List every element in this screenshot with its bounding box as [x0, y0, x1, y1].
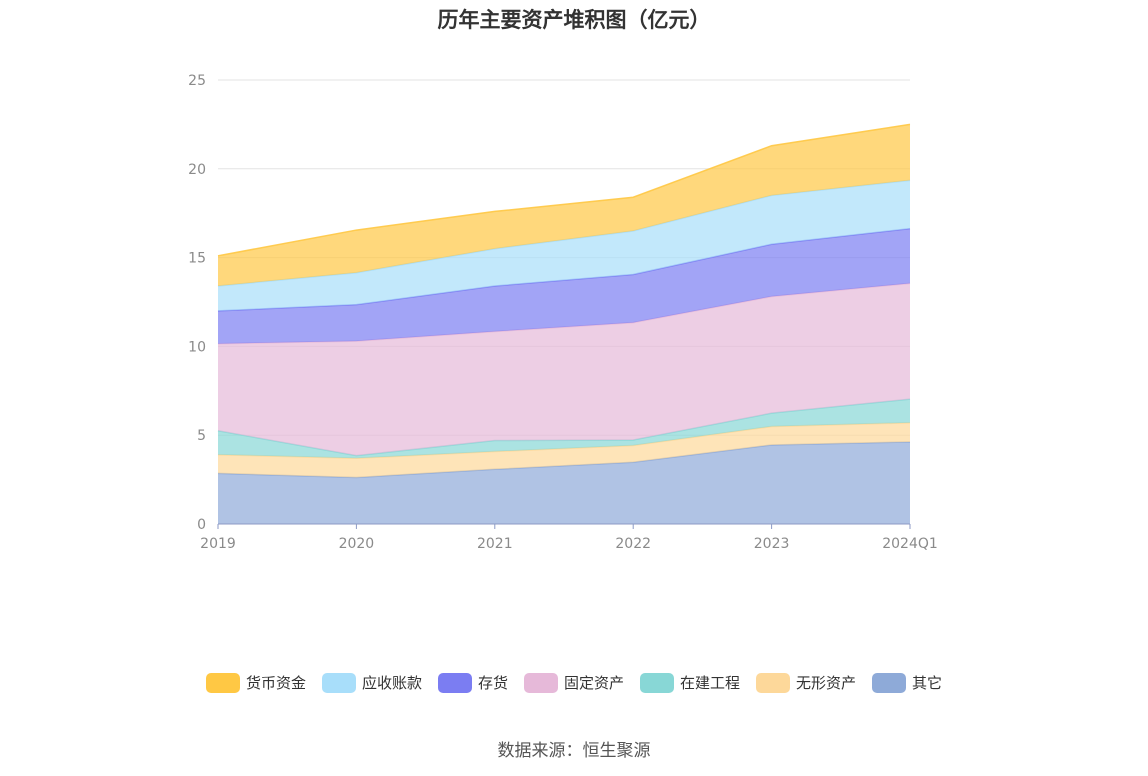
- legend-swatch: [437, 672, 472, 693]
- x-tick-label: 2024Q1: [882, 536, 938, 552]
- legend-swatch: [756, 672, 791, 693]
- area-其它: [218, 441, 910, 524]
- legend-item[interactable]: 存货: [437, 672, 508, 693]
- legend-label: 固定资产: [563, 674, 624, 692]
- x-tick-label: 2020: [339, 536, 375, 552]
- legend-label: 其它: [912, 674, 943, 692]
- legend-swatch: [321, 672, 356, 693]
- area-货币资金: [218, 124, 910, 287]
- y-tick-label: 10: [188, 339, 206, 355]
- y-tick-label: 25: [188, 73, 206, 89]
- legend-label: 货币资金: [245, 674, 306, 692]
- legend-item[interactable]: 无形资产: [756, 672, 856, 693]
- axis-layer: 0 5 10 15 20 25 2019 2020 2021 2022 2023 2024Q1: [188, 73, 938, 552]
- legend-item[interactable]: 在建工程: [640, 672, 740, 693]
- legend-item[interactable]: 其它: [872, 672, 942, 693]
- y-tick-label: 0: [197, 517, 206, 533]
- legend-label: 无形资产: [796, 674, 857, 692]
- area-应收账款: [218, 180, 910, 311]
- legend-swatch: [640, 672, 674, 693]
- chart-title: 历年主要资产堆积图（亿元）: [437, 8, 711, 32]
- area-在建工程: [218, 399, 910, 459]
- data-source-note: 数据来源：恒生聚源: [497, 741, 651, 761]
- legend-label: 在建工程: [680, 674, 741, 692]
- legend-label: 存货: [477, 674, 508, 692]
- area-edge-货币资金: [217, 123, 911, 257]
- area-layer: [217, 123, 911, 524]
- y-tick-label: 20: [188, 162, 206, 178]
- x-tick-label: 2023: [754, 536, 790, 552]
- legend-swatch: [205, 672, 240, 693]
- legend-swatch: [523, 672, 558, 693]
- x-tick-label: 2019: [200, 536, 236, 552]
- area-存货: [218, 228, 910, 344]
- y-tick-label: 15: [188, 251, 206, 267]
- area-固定资产: [218, 283, 910, 456]
- area-无形资产: [218, 422, 910, 478]
- x-tick-label: 2021: [477, 536, 513, 552]
- legend-item[interactable]: 货币资金: [205, 672, 306, 693]
- legend-item[interactable]: 应收账款: [321, 672, 422, 693]
- legend-item[interactable]: 固定资产: [523, 672, 624, 693]
- x-tick-label: 2022: [615, 536, 651, 552]
- y-tick-label: 5: [197, 428, 206, 444]
- legend-label: 应收账款: [361, 674, 422, 692]
- legend: 货币资金 应收账款 存货 固定资产 在建工程 无形资产 其它: [0, 672, 1148, 693]
- legend-swatch: [872, 672, 907, 693]
